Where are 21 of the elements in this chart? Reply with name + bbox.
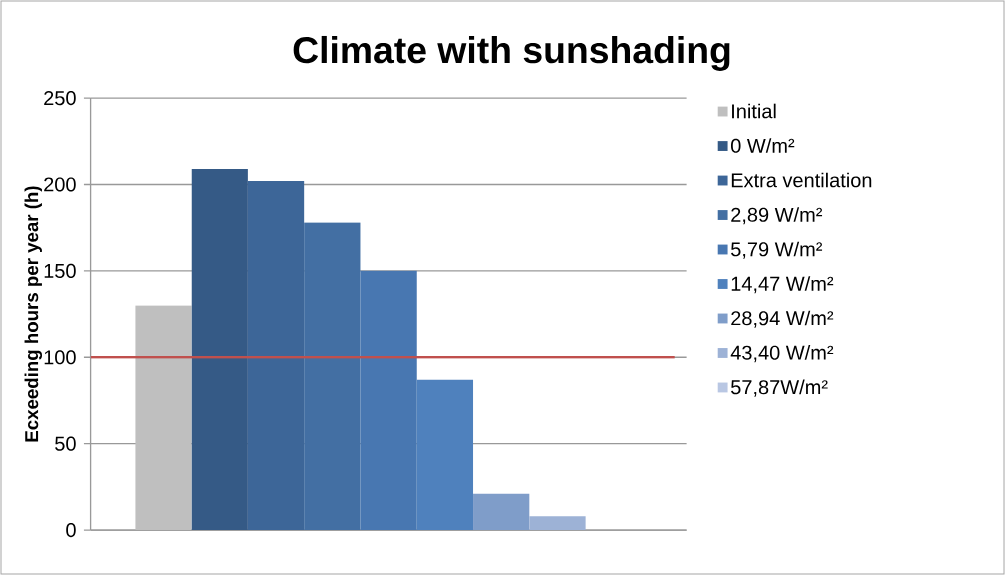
legend-label: 0 W/m²	[731, 138, 795, 153]
chart-title: Climate with sunshading	[293, 35, 730, 71]
bar	[529, 516, 586, 531]
y-tick-label: 50	[55, 436, 76, 451]
bar	[473, 493, 530, 531]
legend-label: 2,89 W/m²	[731, 207, 823, 225]
legend-label: 28,94 W/m²	[731, 310, 834, 328]
y-tick-label: 150	[44, 263, 76, 278]
bar	[135, 305, 192, 531]
y-tick-label: 250	[44, 90, 76, 106]
y-tick-label: 200	[44, 177, 76, 192]
y-tick-label: 100	[44, 350, 76, 365]
legend-label: 43,40 W/m²	[730, 345, 834, 363]
y-axis-title: Ecxeeding hours per year (h)	[24, 186, 43, 442]
bar	[191, 168, 248, 531]
legend-label: 14,47 W/m²	[731, 276, 834, 294]
legend-label: 57,87W/m²	[731, 379, 828, 397]
legend-label: Extra ventilation	[731, 172, 872, 188]
y-tick-label: 0	[66, 522, 76, 538]
legend-label: 5,79 W/m²	[731, 241, 823, 259]
legend-label: Initial	[732, 103, 776, 119]
